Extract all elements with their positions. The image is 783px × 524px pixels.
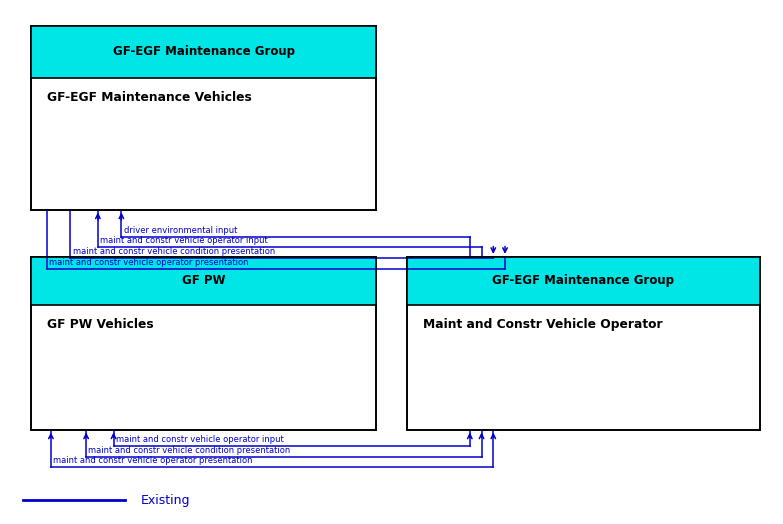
Bar [31,26,376,210]
Bar [31,257,376,305]
Text: Existing: Existing [141,494,190,507]
Text: GF-EGF Maintenance Vehicles: GF-EGF Maintenance Vehicles [47,91,251,104]
Text: maint and constr vehicle operator input: maint and constr vehicle operator input [116,435,283,444]
Text: GF-EGF Maintenance Group: GF-EGF Maintenance Group [493,275,674,288]
Text: GF PW Vehicles: GF PW Vehicles [47,318,153,331]
Bar [31,257,376,430]
Text: Maint and Constr Vehicle Operator: Maint and Constr Vehicle Operator [423,318,662,331]
Text: maint and constr vehicle operator presentation: maint and constr vehicle operator presen… [49,258,249,267]
Bar [407,257,760,430]
Bar [407,257,760,305]
Text: maint and constr vehicle operator presentation: maint and constr vehicle operator presen… [53,456,253,465]
Text: maint and constr vehicle condition presentation: maint and constr vehicle condition prese… [88,446,290,455]
Bar [31,26,376,78]
Text: maint and constr vehicle operator input: maint and constr vehicle operator input [100,236,268,245]
Text: GF PW: GF PW [182,275,226,288]
Text: GF-EGF Maintenance Group: GF-EGF Maintenance Group [113,46,294,58]
Text: maint and constr vehicle condition presentation: maint and constr vehicle condition prese… [73,247,275,256]
Text: driver environmental input: driver environmental input [124,226,237,235]
